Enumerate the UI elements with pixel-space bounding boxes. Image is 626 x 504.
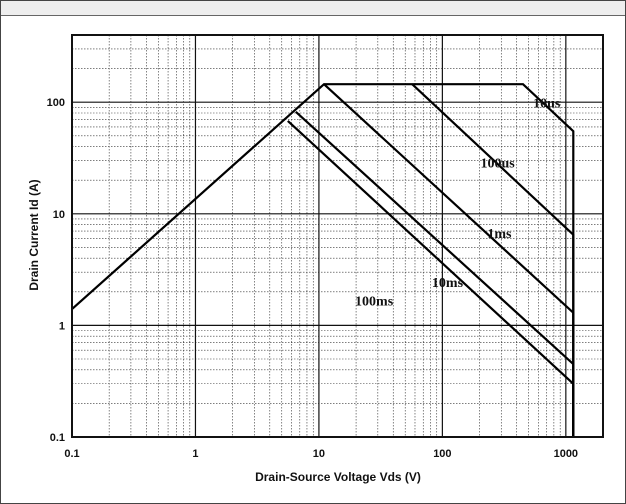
plot-border (71, 34, 604, 438)
series-line-100us (411, 83, 575, 437)
x-tick-label: 1000 (554, 448, 578, 460)
x-axis-title: Drain-Source Voltage Vds (V) (255, 470, 421, 484)
x-tick-label: 1 (192, 448, 198, 460)
series-line-1ms (323, 83, 575, 437)
series-label-10ms: 10ms (432, 276, 464, 291)
y-tick-label: 1 (59, 320, 65, 332)
series-line-10us (71, 83, 575, 437)
y-tick-label: 100 (47, 97, 65, 109)
series-label-100us: 100us (480, 156, 515, 171)
y-tick-label: 10 (53, 209, 65, 221)
y-axis-title: Drain Current Id (A) (27, 179, 41, 290)
x-tick-label: 10 (313, 448, 325, 460)
series-line-100ms (287, 120, 575, 437)
x-tick-label: 0.1 (64, 448, 79, 460)
series-label-100ms: 100ms (355, 295, 394, 310)
y-tick-label: 0.1 (50, 432, 65, 444)
tick-labels: 0.1 1 10 100 1000 0.1 1 10 100 (47, 97, 578, 460)
series-lines (71, 83, 575, 437)
series-labels: 10us 100us 1ms 10ms 100ms (355, 96, 561, 309)
x-tick-label: 100 (433, 448, 451, 460)
window-top-bar (1, 1, 625, 16)
series-label-10us: 10us (533, 96, 561, 111)
series-label-1ms: 1ms (487, 227, 512, 242)
